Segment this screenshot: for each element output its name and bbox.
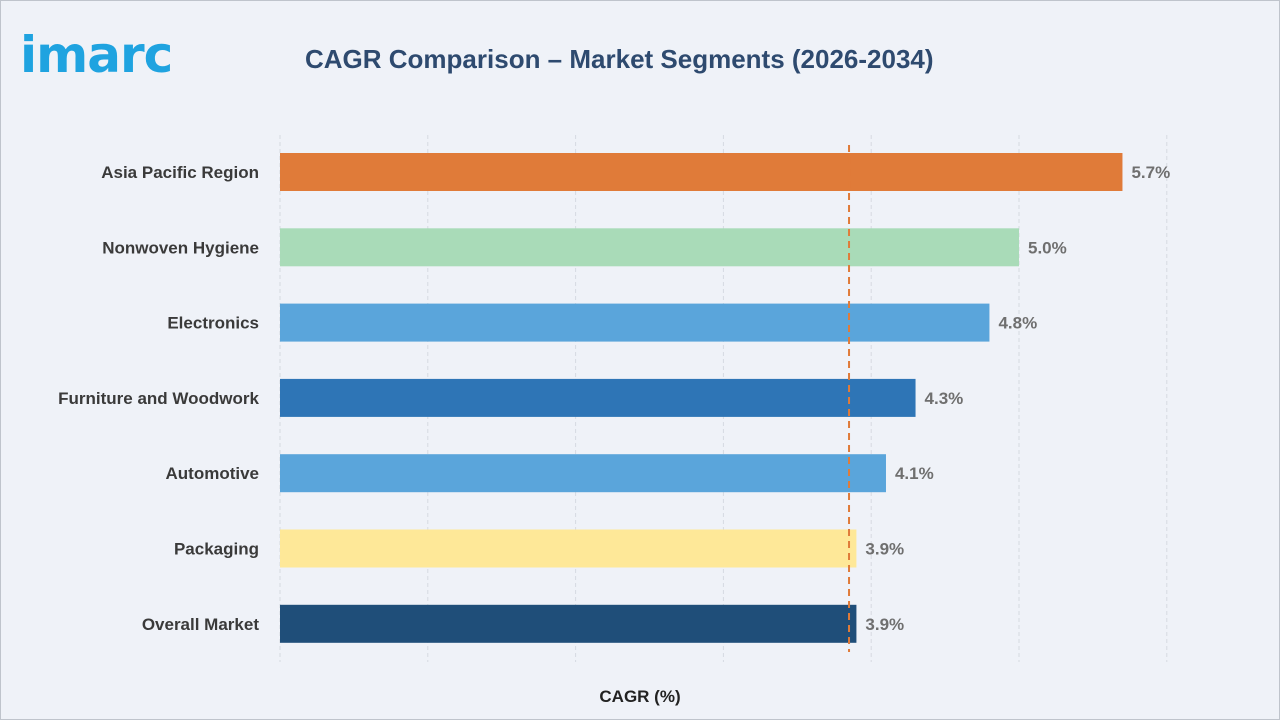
category-label: Automotive	[166, 464, 260, 483]
bar	[280, 228, 1019, 267]
category-label: Electronics	[167, 314, 259, 333]
bar	[280, 303, 990, 342]
chart-title: CAGR Comparison – Market Segments (2026-…	[305, 44, 934, 74]
category-label: Packaging	[174, 540, 259, 559]
category-label: Nonwoven Hygiene	[102, 238, 259, 257]
category-label: Furniture and Woodwork	[58, 389, 259, 408]
category-label: Asia Pacific Region	[101, 163, 259, 182]
x-axis-title: CAGR (%)	[599, 687, 681, 706]
bar	[280, 529, 857, 568]
bar	[280, 153, 1123, 191]
bar	[280, 454, 886, 493]
value-label: 4.3%	[925, 389, 964, 408]
value-label: 4.1%	[895, 464, 934, 483]
value-label: 5.0%	[1028, 238, 1067, 257]
bar	[280, 378, 916, 417]
imarc-logo: imarc	[20, 26, 173, 84]
value-label: 3.9%	[865, 615, 904, 634]
value-label: 3.9%	[865, 540, 904, 559]
bar	[280, 604, 857, 643]
category-label: Overall Market	[142, 615, 260, 634]
value-label: 5.7%	[1131, 163, 1170, 182]
value-label: 4.8%	[998, 314, 1037, 333]
